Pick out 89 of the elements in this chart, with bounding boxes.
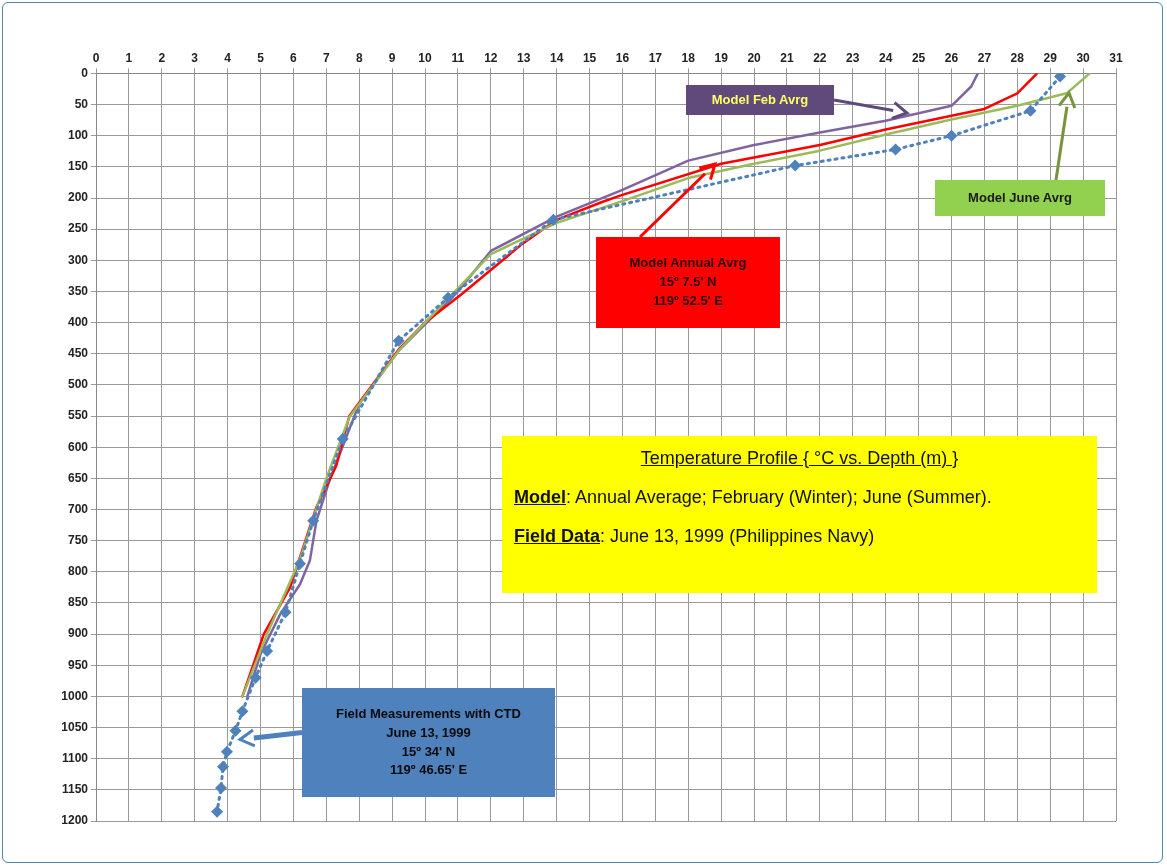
annotation: Model Feb Avrg [710, 90, 810, 109]
point [945, 129, 958, 142]
x-tick-label: 5 [257, 50, 265, 65]
y-tick-label: 400 [67, 314, 89, 329]
x-tick-label: 18 [681, 50, 696, 65]
x-tick-label: 16 [615, 50, 630, 65]
y-tick-label: 300 [67, 252, 89, 267]
x-tick-label: 13 [517, 50, 531, 65]
annotation: Model Annual Avrg 15º 7.5' N 119º 52.5' E [628, 254, 748, 310]
annotation: Model: Annual Average; February (Winter); June (Summer). [514, 487, 992, 507]
y-tick-label: 1000 [61, 688, 89, 703]
point [442, 291, 455, 304]
callout-box: Model Feb Avrg [686, 85, 834, 115]
x-tick-label: 27 [977, 50, 992, 65]
annotation: Field Measurements with CTD June 13, 1999 15º 34' N 119º 46.65' E [335, 704, 522, 780]
x-tick-label: 19 [714, 50, 729, 65]
x-tick-label: 21 [780, 50, 794, 65]
point [217, 760, 230, 773]
y-tick-label: 650 [67, 470, 89, 485]
point [211, 805, 224, 818]
point [294, 557, 306, 570]
x-tick-label: 29 [1043, 50, 1058, 65]
x-tick-label: 12 [484, 50, 498, 65]
annotation: Model June Avrg [967, 188, 1073, 207]
callout-box: Model Annual Avrg 15º 7.5' N 119º 52.5' E [596, 237, 780, 328]
y-tick-label: 1050 [61, 719, 89, 734]
x-tick-label: 28 [1010, 50, 1025, 65]
point [261, 644, 274, 657]
x-tick-label: 17 [648, 50, 663, 65]
text: Temperature Profile { °C vs. Depth (m) } [639, 448, 960, 469]
y-tick-label: 700 [67, 501, 89, 516]
y-tick-label: 350 [67, 283, 89, 298]
y-tick-label: 1100 [61, 751, 89, 766]
x-tick-label: 11 [451, 50, 465, 65]
x-tick-label: 14 [549, 50, 564, 65]
x-tick-label: 7 [322, 50, 330, 65]
point [249, 671, 262, 684]
x-tick-label: 3 [191, 50, 199, 65]
x-tick-label: 20 [747, 50, 762, 65]
x-tick-label: 9 [388, 50, 396, 65]
y-tick-label: 500 [67, 377, 89, 392]
y-tick-label: 50 [74, 96, 89, 111]
x-tick-label: 24 [879, 50, 893, 65]
x-tick-label: 2 [158, 50, 166, 65]
y-tick-label: 550 [67, 408, 89, 423]
point [392, 334, 405, 347]
y-tick-label: 250 [67, 221, 89, 236]
x-tick-label: 0 [92, 50, 100, 65]
x-tick-label: 1 [125, 50, 133, 65]
point [336, 433, 349, 446]
y-tick-label: 1200 [61, 813, 89, 828]
y-tick-label: 600 [67, 439, 89, 454]
y-tick-label: 150 [67, 159, 89, 174]
x-tick-label: 26 [944, 50, 959, 65]
point [889, 143, 902, 156]
x-tick-label: 6 [290, 50, 298, 65]
point [307, 514, 320, 527]
x-tick-label: 23 [846, 50, 860, 65]
x-tick-label: 10 [418, 50, 433, 65]
point [279, 606, 292, 619]
y-tick-label: 950 [67, 657, 89, 672]
x-tick-label: 15 [582, 50, 597, 65]
x-tick-label: 22 [813, 50, 827, 65]
y-tick-label: 750 [67, 532, 89, 547]
y-tick-label: 200 [67, 190, 89, 205]
point [547, 213, 560, 226]
y-tick-label: 100 [67, 128, 89, 143]
point [789, 159, 802, 172]
point [229, 724, 242, 737]
x-tick-label: 8 [355, 50, 363, 65]
x-tick-label: 31 [1109, 50, 1123, 65]
y-tick-label: 800 [67, 564, 89, 579]
point [1024, 104, 1037, 117]
point [220, 745, 233, 758]
callout-box: Model June Avrg [935, 180, 1105, 216]
x-tick-label: 4 [224, 50, 232, 65]
x-tick-label: 30 [1076, 50, 1091, 65]
y-tick-label: 0 [81, 65, 89, 80]
x-tick-label: 25 [911, 50, 926, 65]
point [215, 781, 228, 794]
annotation: Field Data: June 13, 1999 (Philippines Navy) [514, 526, 875, 546]
y-tick-label: 1150 [61, 782, 89, 797]
callout-box: Field Measurements with CTD June 13, 1999 15º 34' N 119º 46.65' E [302, 688, 555, 797]
point [1054, 73, 1067, 83]
text-box: Temperature Profile { °C vs. Depth (m) } Model: Annual Average; February (Winter); June (Summer). Field Data: June 13, 1999 (Philippines Navy) [502, 436, 1097, 593]
point [236, 705, 249, 718]
y-tick-label: 900 [67, 626, 89, 641]
y-tick-label: 450 [67, 346, 89, 361]
y-tick-label: 850 [67, 595, 89, 610]
